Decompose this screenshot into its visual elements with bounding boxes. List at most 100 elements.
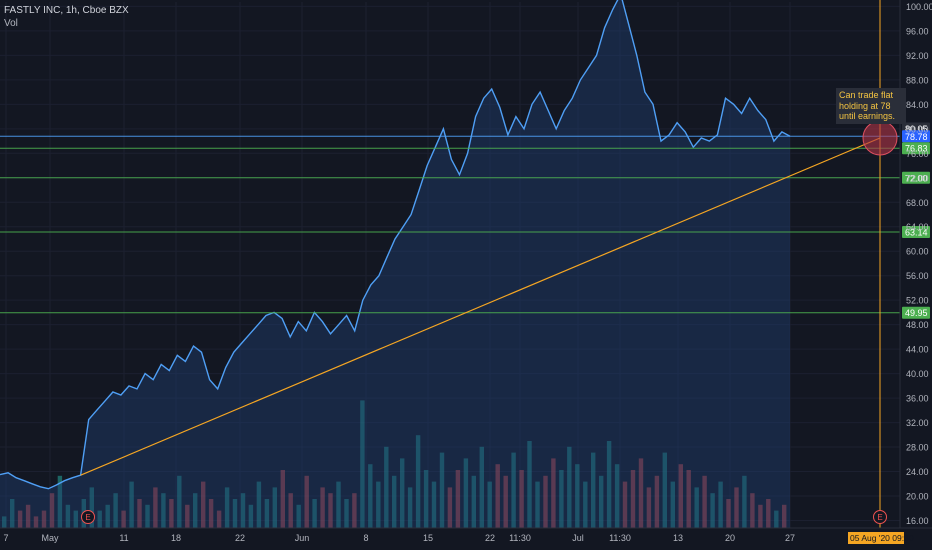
level-label-box <box>902 171 930 184</box>
annotation-note[interactable]: Can trade flat holding at 78 until earni… <box>836 88 906 124</box>
y-tick-label: 60.00 <box>906 247 929 257</box>
volume-bar <box>670 481 675 528</box>
time-label-box <box>848 532 904 544</box>
volume-bar <box>575 464 580 528</box>
volume-bar <box>320 487 325 528</box>
y-tick-label: 52.00 <box>906 296 929 306</box>
price-line <box>0 0 791 490</box>
y-axis: 16.00 20.00 24.00 28.00 32.00 36.00 40.00 44.00… <box>899 0 932 528</box>
volume-bar <box>344 499 349 528</box>
volume-bar <box>137 499 142 528</box>
volume-bar <box>352 493 357 528</box>
volume-bar <box>177 475 182 528</box>
volume-bar <box>185 504 190 528</box>
volume-bar <box>392 475 397 528</box>
volume-bar <box>256 481 262 528</box>
y-tick-label: 16.00 <box>906 516 929 526</box>
time-label: 05 Aug '20 09:30 <box>850 533 914 543</box>
volume-bar <box>638 458 644 528</box>
volume-bar <box>782 504 787 528</box>
volume-bar <box>208 499 214 528</box>
volume-bar <box>750 493 755 528</box>
volume-bar <box>2 516 7 528</box>
volume-bar <box>264 499 270 528</box>
level-label-box <box>902 142 930 155</box>
volume-bar <box>678 464 683 528</box>
volume-bar <box>33 516 39 528</box>
symbol-title: FASTLY INC, 1h, Cboe BZX <box>4 5 129 16</box>
earnings-marker-label: E <box>877 513 882 522</box>
x-tick-label: 11:30 <box>509 533 531 543</box>
x-tick-label: 8 <box>363 533 368 543</box>
volume-bar <box>495 464 500 528</box>
level-label: 63.14 <box>905 228 928 238</box>
volume-bar <box>599 475 604 528</box>
volume-bar <box>630 470 636 528</box>
y-tick-label: 88.00 <box>906 75 929 85</box>
chart-grid <box>0 2 900 528</box>
volume-bar <box>193 493 198 528</box>
highlight-circle[interactable] <box>862 120 898 156</box>
volume-bar <box>431 481 437 528</box>
volume-bar <box>567 446 572 528</box>
y-tick-label: 20.00 <box>906 492 929 502</box>
volume-bar <box>304 475 309 528</box>
volume-bar <box>10 499 15 528</box>
volume-bar <box>161 493 166 528</box>
volume-bar <box>455 470 461 528</box>
volume-bar <box>41 510 47 528</box>
volume-bar <box>702 475 707 528</box>
x-tick-label: 7 <box>3 533 8 543</box>
level-label: 72.00 <box>905 173 928 183</box>
y-tick-label: 48.00 <box>906 320 929 330</box>
y-tick-label: 84.00 <box>906 100 929 110</box>
volume-bar <box>288 493 293 528</box>
volume-bar <box>766 499 771 528</box>
volume-bar <box>169 499 174 528</box>
x-tick-label: 13 <box>673 533 683 543</box>
level-label-box <box>902 306 930 319</box>
y-tick-label: 24.00 <box>906 467 929 477</box>
volume-bar <box>694 487 699 528</box>
volume-bar <box>726 499 731 528</box>
volume-bar <box>662 452 667 528</box>
volume-bar <box>25 504 31 528</box>
y-tick-label: 96.00 <box>906 26 929 36</box>
volume-bar <box>153 487 158 528</box>
x-tick-label: 22 <box>485 533 495 543</box>
volume-label: Vol <box>4 18 18 29</box>
volume-bar <box>272 487 277 528</box>
volume-bar <box>511 452 516 528</box>
y-tick-label: 100.00 <box>906 2 932 12</box>
x-tick-label: 27 <box>785 533 795 543</box>
earnings-marker <box>873 510 887 524</box>
volume-bar <box>57 475 63 528</box>
volume-bar <box>17 510 23 528</box>
volume-bar <box>216 510 222 528</box>
level-label-box <box>902 226 930 239</box>
x-tick-label: 15 <box>423 533 433 543</box>
x-tick-label: Jun <box>295 533 310 543</box>
volume-bar <box>65 504 71 528</box>
volume-bar <box>447 487 453 528</box>
trendline[interactable] <box>80 137 881 476</box>
volume-bar <box>758 504 763 528</box>
y-tick-label: 28.00 <box>906 443 929 453</box>
volume-bar <box>654 475 660 528</box>
level-label: 78.78 <box>905 132 928 142</box>
volume-bar <box>463 458 469 528</box>
volume-bar <box>774 510 779 528</box>
y-tick-label: 32.00 <box>906 418 929 428</box>
volume-bar <box>201 481 206 528</box>
volume-bar <box>145 504 150 528</box>
volume-bar <box>49 493 55 528</box>
volume-bar <box>296 504 301 528</box>
volume-bar <box>89 487 94 528</box>
x-tick-label: May <box>41 533 59 543</box>
volume-bar <box>384 446 389 528</box>
volume-bar <box>224 487 230 528</box>
volume-bar <box>503 475 508 528</box>
